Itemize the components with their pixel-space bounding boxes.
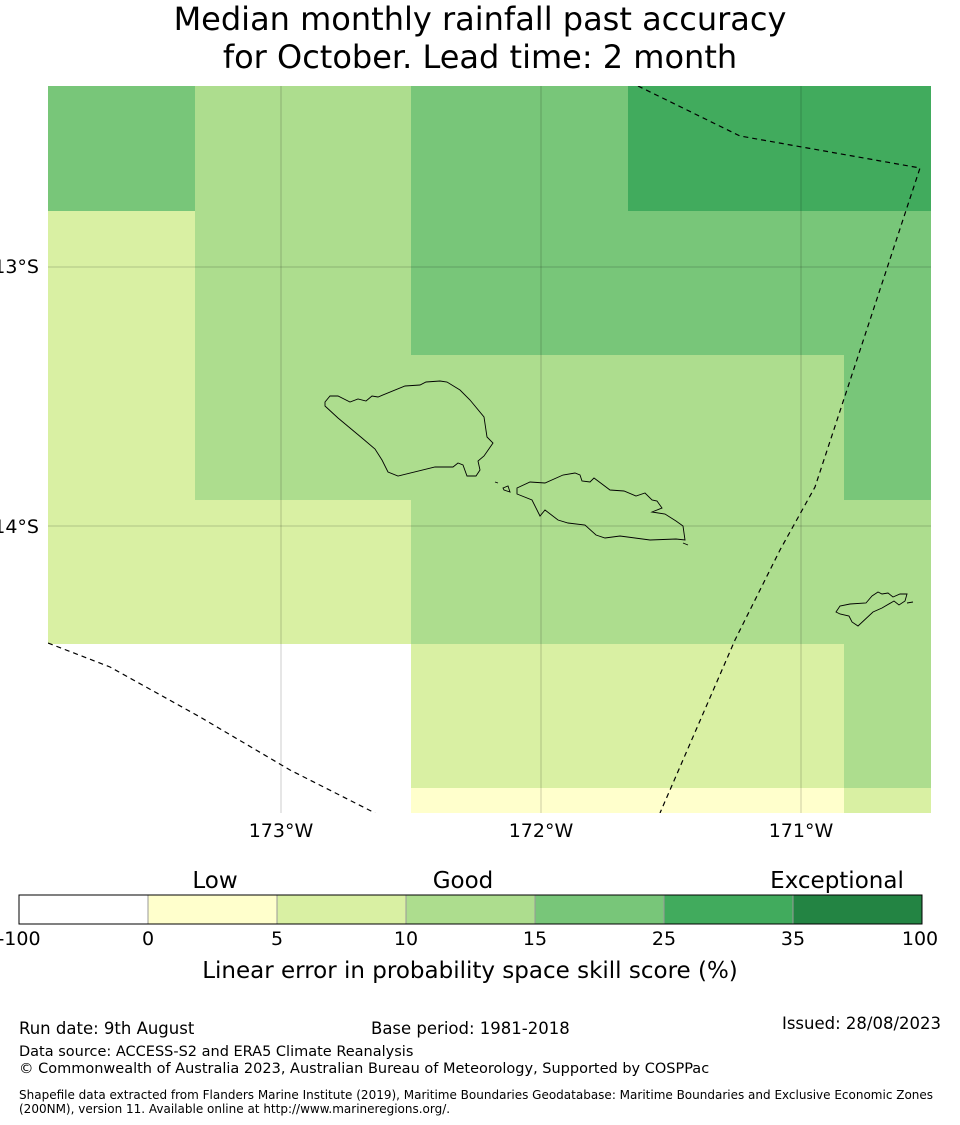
colorbar-tick-label: 15 bbox=[522, 928, 548, 950]
skill-cell bbox=[411, 500, 931, 644]
category-label-exceptional: Exceptional bbox=[770, 868, 904, 894]
coastlines bbox=[324, 380, 914, 627]
colorbar-segment bbox=[406, 895, 535, 924]
category-label-low: Low bbox=[192, 868, 238, 894]
colorbar-segment bbox=[19, 895, 148, 924]
colorbar-segment bbox=[148, 895, 277, 924]
skill-cell bbox=[844, 355, 931, 500]
category-label-good: Good bbox=[432, 868, 494, 894]
colorbar-tick-label: 5 bbox=[270, 928, 284, 950]
eez-boundary-east bbox=[637, 86, 921, 813]
colorbar-tick-label: 0 bbox=[141, 928, 155, 950]
lat-label-14s: 14°S bbox=[0, 516, 39, 538]
eez-boundaries bbox=[48, 86, 921, 813]
skill-cell bbox=[195, 355, 844, 500]
colorbar-title: Linear error in probability space skill … bbox=[202, 958, 738, 984]
chart-title-line-2: for October. Lead time: 2 month bbox=[222, 38, 738, 76]
colorbar-segments bbox=[19, 895, 922, 924]
tutuila-island bbox=[835, 591, 908, 627]
skill-cell bbox=[195, 211, 411, 355]
lon-label-172w: 172°W bbox=[508, 820, 574, 842]
colorbar-outline bbox=[18, 894, 923, 925]
issued-date: Issued: 28/08/2023 bbox=[781, 1014, 941, 1033]
skill-grid bbox=[48, 86, 931, 813]
graticule bbox=[48, 86, 931, 813]
colorbar-tick-label: 100 bbox=[901, 928, 939, 950]
skill-cell bbox=[48, 788, 411, 813]
colorbar bbox=[18, 894, 923, 925]
manono-islet bbox=[502, 485, 511, 493]
skill-cell bbox=[48, 500, 411, 644]
skill-cell bbox=[844, 644, 931, 788]
skill-cell bbox=[48, 86, 195, 211]
skill-cell bbox=[411, 86, 628, 211]
upolu-tip bbox=[682, 542, 689, 546]
skill-cell bbox=[628, 86, 931, 211]
skill-cell bbox=[411, 788, 844, 813]
lon-label-171w: 171°W bbox=[768, 820, 834, 842]
skill-cell bbox=[48, 211, 195, 355]
colorbar-tick-label: 25 bbox=[651, 928, 677, 950]
skill-cell bbox=[195, 86, 411, 211]
shapefile-credit-line-2: (200NM), version 11. Available online at… bbox=[19, 1102, 451, 1116]
shapefile-credit-line-1: Shapefile data extracted from Flanders M… bbox=[19, 1088, 934, 1102]
skill-cell bbox=[844, 788, 931, 813]
colorbar-segment bbox=[664, 895, 793, 924]
lat-label-13s: 13°S bbox=[0, 256, 39, 278]
colorbar-tick-label: 10 bbox=[393, 928, 419, 950]
lon-label-173w: 173°W bbox=[248, 820, 314, 842]
skill-cell bbox=[411, 211, 931, 355]
upolu-island bbox=[516, 472, 686, 541]
colorbar-segment bbox=[277, 895, 406, 924]
colorbar-tick-label: 35 bbox=[780, 928, 806, 950]
skill-cell bbox=[48, 644, 411, 788]
aunuu-islet bbox=[906, 601, 914, 604]
apolima-islet bbox=[494, 481, 499, 484]
skill-cell bbox=[411, 644, 844, 788]
copyright-notice: © Commonwealth of Australia 2023, Austra… bbox=[19, 1061, 710, 1077]
colorbar-segment bbox=[793, 895, 922, 924]
colorbar-dividers bbox=[147, 895, 794, 924]
colorbar-tick-label: -100 bbox=[0, 928, 41, 950]
base-period: Base period: 1981-2018 bbox=[371, 1019, 570, 1038]
chart-title-line-1: Median monthly rainfall past accuracy bbox=[173, 0, 787, 38]
skill-cell bbox=[48, 355, 195, 500]
data-source: Data source: ACCESS-S2 and ERA5 Climate … bbox=[19, 1044, 414, 1060]
run-date: Run date: 9th August bbox=[19, 1019, 195, 1038]
savaii-island bbox=[324, 380, 494, 477]
colorbar-segment bbox=[535, 895, 664, 924]
